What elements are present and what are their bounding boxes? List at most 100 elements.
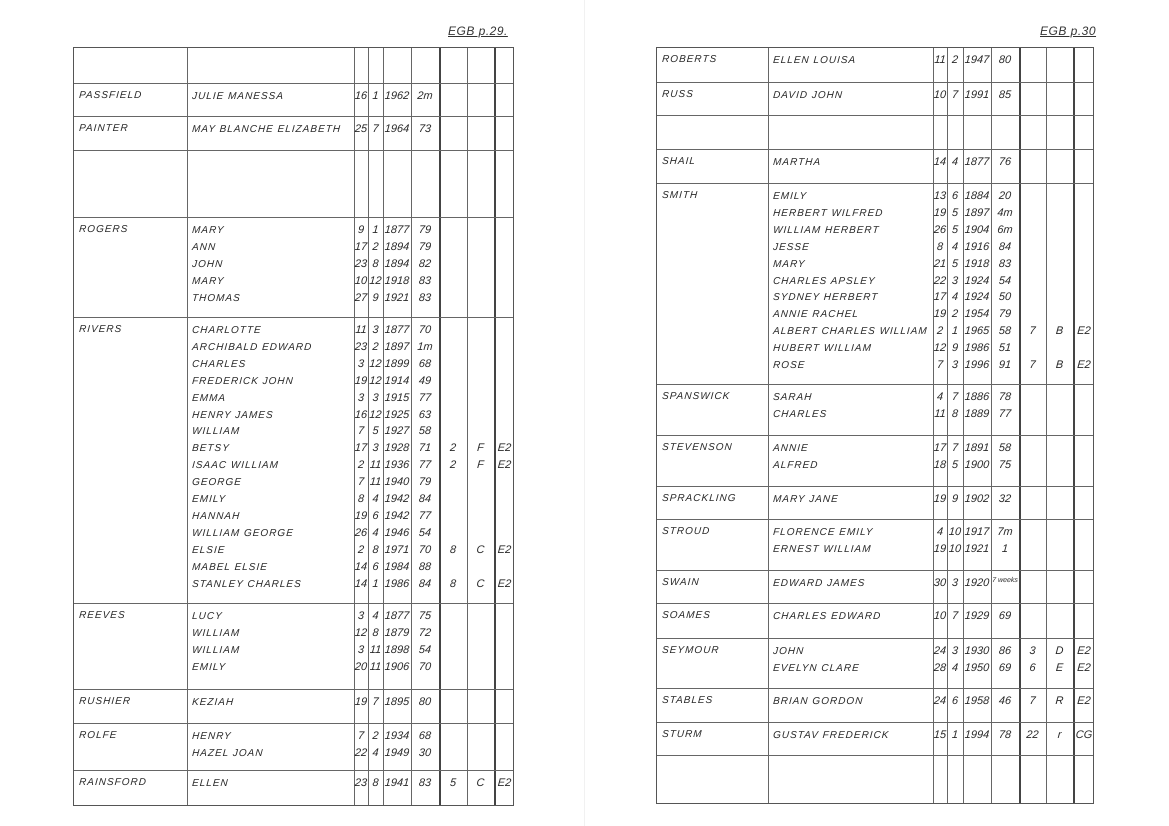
burial-month: 2 (372, 240, 379, 253)
burial-day: 4 (936, 391, 944, 403)
burial-year: 1946 (384, 526, 410, 539)
forename: DAVID JOHN (772, 90, 844, 101)
forename: MABEL ELSIE (191, 561, 269, 573)
burial-age: 84 (998, 240, 1012, 253)
page-reference: EGB p.30 (1040, 24, 1097, 38)
burial-day: 19 (354, 696, 368, 708)
forename: JULIE MANESSA (191, 91, 285, 102)
burial-age: 50 (998, 291, 1012, 304)
surname-group: SOAMES CHARLES EDWARD 10 7 1929 69 (657, 603, 1093, 639)
burial-month: 11 (369, 643, 382, 656)
burial-day: 23 (354, 777, 368, 789)
forename: ERNEST WILLIAM (772, 543, 872, 555)
burial-age: 77 (418, 509, 432, 522)
surname-group: RAINSFORD ELLEN 23 8 1941 83 5 C E2 (74, 770, 513, 808)
burial-year: 1916 (964, 240, 990, 253)
surname-group: STURM GUSTAV FREDERICK 15 1 1994 78 22 r CG (657, 722, 1093, 756)
column-divider (354, 48, 355, 805)
burial-age: 79 (998, 308, 1012, 321)
burial-month: 9 (951, 342, 959, 355)
burial-month: 7 (951, 442, 959, 454)
burial-age: 51 (998, 342, 1012, 355)
burial-age: 68 (418, 730, 432, 742)
burial-month: 8 (372, 257, 379, 270)
burial-month: 5 (951, 206, 959, 219)
burial-year: 1914 (384, 374, 410, 387)
burial-month: 7 (951, 391, 959, 403)
page-reference: EGB p.29. (448, 24, 508, 38)
burial-age: 54 (418, 526, 432, 539)
forename: ISAAC WILLIAM (191, 460, 280, 472)
burial-age: 68 (418, 357, 432, 370)
forename: WILLIAM (191, 426, 241, 438)
column-divider (368, 48, 369, 805)
burial-day: 19 (933, 308, 947, 321)
forename: JOHN (191, 258, 224, 270)
column-divider (947, 48, 948, 803)
burial-year: 1889 (964, 407, 990, 420)
burial-month: 7 (951, 89, 959, 101)
burial-year: 1986 (964, 342, 990, 355)
burial-year: 1906 (384, 660, 410, 673)
burial-age: 58 (998, 325, 1012, 338)
forename: HERBERT WILFRED (772, 207, 884, 219)
register-table: ROBERTS ELLEN LOUISA 11 2 1947 80 RUSS DAVID JO… (656, 47, 1094, 804)
forename: EMILY (191, 494, 227, 505)
burial-day: 18 (933, 458, 947, 471)
surname: RAINSFORD (78, 777, 148, 788)
grave-number: 7 (1029, 695, 1036, 707)
burial-month: 12 (368, 408, 383, 421)
burial-day: 22 (933, 274, 947, 287)
surname-group: SMITH EMILY 13 6 1884 20 HERBERT WILFRED 19 5 189… (657, 183, 1093, 385)
burial-year: 1930 (964, 645, 990, 657)
surname-group: PASSFIELD JULIE MANESSA 16 1 1962 2m (74, 83, 513, 117)
column-divider (383, 48, 384, 805)
burial-day: 10 (933, 89, 947, 101)
page-fold (584, 0, 585, 826)
burial-day: 7 (936, 359, 944, 371)
burial-day: 2 (936, 325, 944, 338)
burial-age: 84 (418, 577, 432, 590)
burial-month: 12 (368, 357, 383, 370)
burial-month: 4 (951, 156, 959, 168)
burial-day: 17 (933, 442, 947, 454)
burial-year: 1936 (384, 459, 410, 472)
burial-month: 11 (369, 660, 382, 673)
forename: ALFRED (772, 459, 819, 471)
burial-age: 80 (418, 696, 432, 708)
column-divider (1046, 48, 1047, 803)
burial-day: 12 (354, 626, 368, 639)
forename: HENRY JAMES (191, 409, 274, 421)
forename: MARY JANE (772, 494, 840, 505)
burial-month: 2 (951, 308, 959, 321)
burial-year: 1894 (384, 240, 410, 253)
burial-age: 70 (418, 660, 432, 673)
burial-day: 14 (933, 156, 947, 168)
grave-number: 8 (449, 543, 457, 556)
burial-day: 16 (354, 90, 368, 102)
burial-month: 9 (951, 493, 959, 505)
grave-section: E2 (497, 577, 512, 590)
grave-section: E2 (497, 442, 512, 455)
burial-age: 70 (418, 324, 432, 336)
burial-year: 1898 (384, 643, 410, 656)
burial-year: 1877 (964, 156, 990, 168)
grave-section: CG (1075, 729, 1093, 741)
burial-age: 6m (996, 223, 1014, 236)
surname-group: STEVENSON ANNIE 17 7 1891 58 ALFRED 18 5 1900 75 (657, 435, 1093, 487)
burial-day: 23 (354, 257, 368, 270)
grave-number: 7 (1029, 359, 1036, 371)
burial-month: 5 (372, 425, 379, 438)
burial-day: 26 (933, 223, 947, 236)
burial-day: 7 (357, 425, 365, 438)
grave-number: 22 (1025, 729, 1040, 741)
burial-age: 77 (418, 459, 432, 472)
burial-month: 7 (951, 610, 959, 622)
surname-group: SWAIN EDWARD JAMES 30 3 1920 7 weeks (657, 570, 1093, 604)
burial-day: 9 (357, 224, 365, 236)
forename: FREDERICK JOHN (191, 375, 295, 387)
burial-day: 3 (357, 610, 365, 622)
burial-month: 11 (369, 476, 382, 489)
forename: GEORGE (191, 477, 243, 489)
burial-month: 11 (369, 459, 382, 472)
